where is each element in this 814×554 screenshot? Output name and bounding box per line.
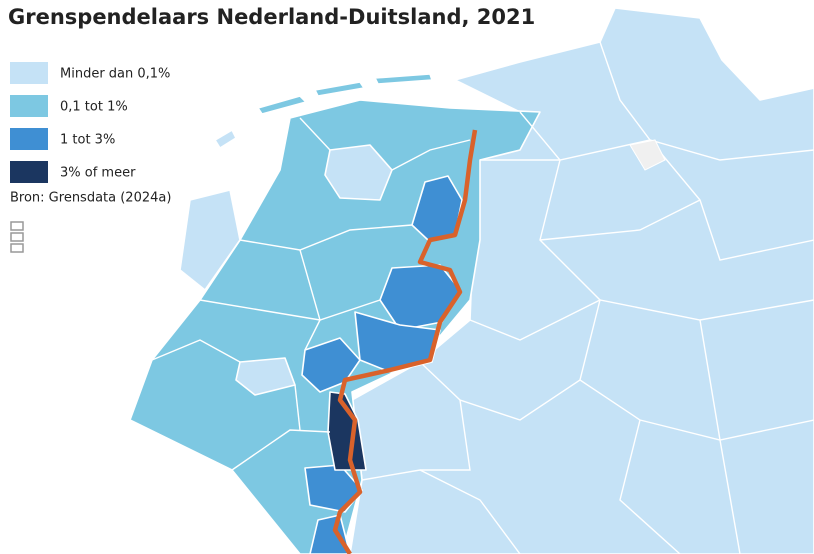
island [314,81,365,97]
map-title: Grenspendelaars Nederland-Duitsland, 202… [8,5,535,29]
island [214,129,237,149]
region [235,357,296,396]
legend: Minder dan 0,1% 0,1 tot 1% 1 tot 3% 3% of m… [10,62,170,183]
source: Bron: Grensdata (2024a) [10,191,171,206]
legend-swatch [10,62,48,84]
cbs-logo [10,221,24,253]
legend-swatch [10,161,48,183]
legend-swatch [10,95,48,117]
legend-label: 3% of meer [60,166,136,181]
legend-swatch [10,128,48,150]
legend-label: 0,1 tot 1% [60,100,128,115]
island [257,95,307,115]
legend-label: Minder dan 0,1% [60,67,170,82]
border-line [332,129,478,554]
legend-label: 1 tot 3% [60,133,115,148]
region [324,144,393,201]
region [179,189,241,291]
island [374,73,433,85]
city [629,139,666,171]
district-borders [151,41,814,554]
region [309,514,351,554]
